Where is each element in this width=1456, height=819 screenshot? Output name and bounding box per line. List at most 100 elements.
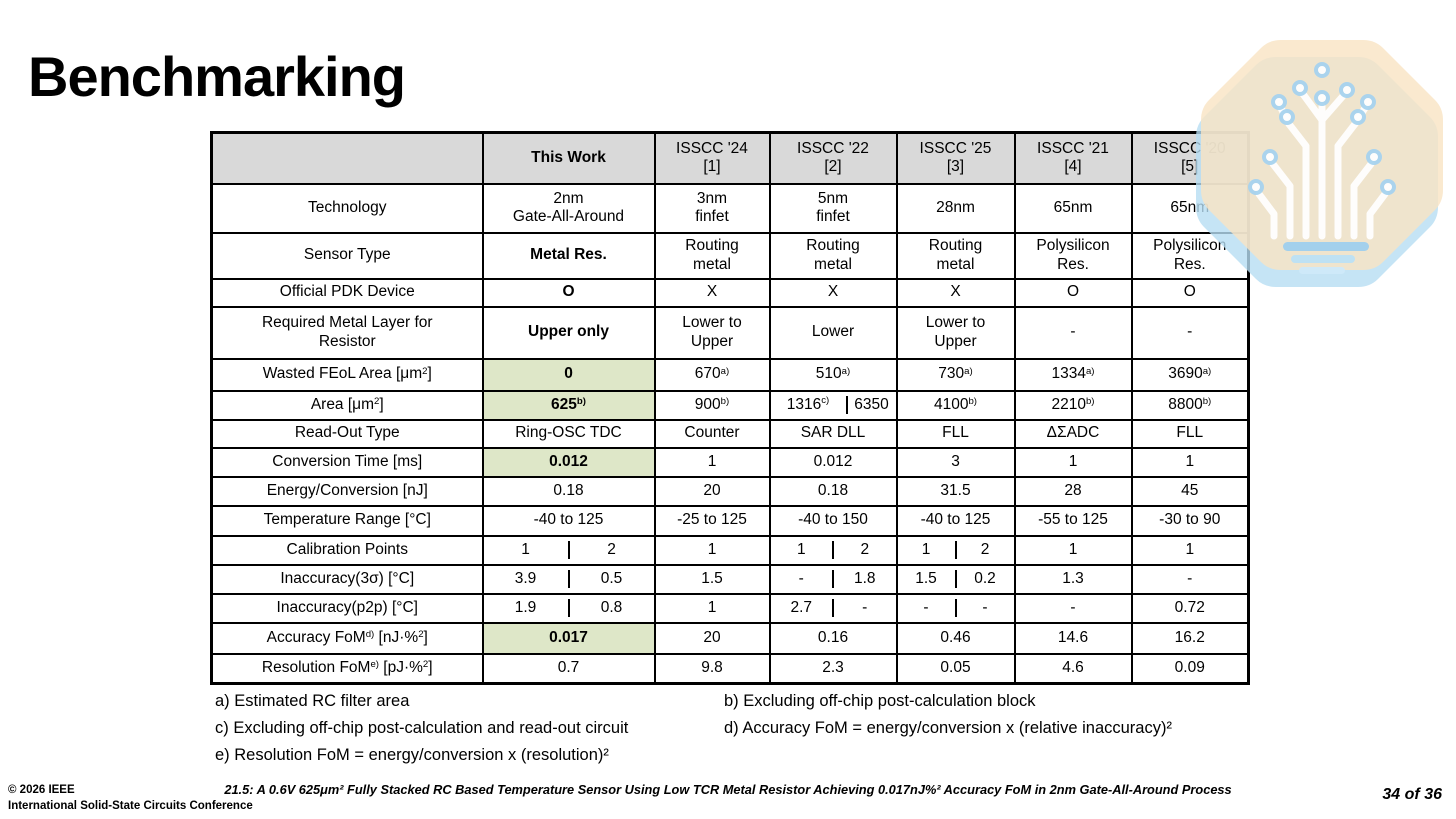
row-label: Inaccuracy(p2p) [°C]	[210, 592, 484, 624]
table-cell: -	[1130, 563, 1250, 595]
row-label: Area [μm2]	[210, 389, 484, 421]
superscript-note: a)	[841, 365, 851, 377]
table-cell: 2.3	[768, 652, 898, 685]
column-header: ISSCC '22 [2]	[768, 131, 898, 185]
superscript-note: a)	[964, 365, 973, 377]
table-cell: 14.6	[1013, 621, 1133, 655]
table-cell: 0.05	[895, 652, 1016, 685]
benchmark-table: This Work ISSCC '24 [1] ISSCC '22 [2] ISSCC '…	[210, 131, 1250, 685]
table-cell: 2nm Gate-All-Around	[481, 182, 656, 234]
table-cell: 0.017	[481, 621, 656, 655]
table-cell: Ring-OSC TDC	[481, 418, 656, 449]
superscript-note: c)	[821, 394, 830, 406]
table-cell: 1316 c) 6350	[768, 389, 898, 421]
table-subcell: 0.5	[567, 569, 653, 589]
table-subcell: 1316 c)	[786, 394, 830, 413]
table-subcell: 0.8	[567, 598, 653, 618]
row-label: Accuracy FoMd) [nJ·%2]	[210, 621, 484, 655]
column-header-ref: [3]	[946, 158, 965, 176]
footer-paper-title: 21.5: A 0.6V 625μm² Fully Stacked RC Bas…	[224, 782, 1232, 797]
table-cell: 45	[1130, 475, 1250, 507]
table-subcell: 1.9	[514, 598, 537, 616]
column-header-label: ISSCC '21	[1037, 139, 1109, 157]
table-cell: 1	[1130, 446, 1250, 478]
column-header-label: ISSCC '25	[919, 139, 992, 157]
table-cell: 28	[1013, 475, 1133, 507]
column-header-ref: [4]	[1064, 158, 1082, 176]
footnote-d: d) Accuracy FoM = energy/conversion x (r…	[724, 719, 1172, 737]
row-label: Resolution FoMe) [pJ·%2]	[210, 652, 484, 685]
table-subcell: 1	[521, 540, 530, 558]
table-subcell: 1.5	[915, 569, 937, 587]
corner-cell	[210, 131, 484, 185]
table-subcell: 2.7	[790, 598, 813, 616]
table-cell: 3.9 0.5	[481, 563, 656, 595]
circuit-tree-icon	[1255, 90, 1389, 240]
row-label: Required Metal Layer for Resistor	[210, 305, 484, 360]
table-cell: Metal Res.	[481, 231, 656, 280]
table-cell: -40 to 150	[768, 504, 898, 537]
column-header-ref: [5]	[1181, 158, 1199, 176]
row-label: Official PDK Device	[210, 277, 484, 308]
superscript-note: b)	[1202, 396, 1212, 408]
table-cell: 730a)	[895, 357, 1016, 392]
superscript-note: d)	[365, 629, 375, 641]
table-cell: Polysilicon Res.	[1130, 231, 1250, 280]
table-cell: 1	[1013, 534, 1133, 566]
table-cell: Routing metal	[895, 231, 1016, 280]
table-cell: 0.012	[481, 446, 656, 478]
table-cell: -25 to 125	[653, 504, 771, 537]
table-cell: 0.09	[1130, 652, 1250, 685]
conference-name: International Solid-State Circuits Confe…	[8, 799, 253, 812]
table-cell: 0.18	[768, 475, 898, 507]
table-subcell: -	[832, 598, 895, 618]
column-header-label: ISSCC '20	[1153, 139, 1226, 157]
table-cell: 0.16	[768, 621, 898, 655]
superscript-note: b)	[968, 396, 977, 408]
table-cell: 0.012	[768, 446, 898, 478]
table-cell: 20	[653, 621, 771, 655]
table-cell: 0.18	[481, 475, 656, 507]
table-cell: Upper only	[481, 305, 656, 360]
slide-title: Benchmarking	[28, 45, 406, 108]
table-cell: FLL	[1130, 418, 1250, 449]
table-cell: 1.9 0.8	[481, 592, 656, 624]
superscript-note: 2	[374, 396, 380, 408]
table-subcell: 1.8	[832, 569, 895, 589]
table-cell: X	[653, 277, 771, 308]
table-subcell: 2	[832, 540, 895, 560]
table-subcell: 2	[954, 540, 1013, 560]
superscript-note: 2	[422, 365, 428, 377]
superscript-note: b)	[576, 396, 586, 408]
row-label: Inaccuracy(3σ) [°C]	[210, 563, 484, 595]
row-label: Technology	[210, 182, 484, 234]
superscript-note: 2	[418, 629, 424, 641]
superscript-note: b)	[1085, 396, 1095, 408]
table-cell: 0.72	[1130, 592, 1250, 624]
table-cell: ΔΣADC	[1013, 418, 1133, 449]
table-subcell: 6350	[845, 395, 895, 415]
table-cell: 2210b)	[1013, 389, 1133, 421]
table-cell: -40 to 125	[895, 504, 1016, 537]
table-cell: 3	[895, 446, 1016, 478]
copyright-text: © 2026 IEEE	[8, 784, 75, 796]
column-header-ref: [2]	[824, 158, 842, 176]
table-cell: O	[1130, 277, 1250, 308]
table-cell: 1.5	[653, 563, 771, 595]
table-subcell: 3.9	[514, 569, 537, 587]
table-subcell: -	[923, 598, 929, 616]
table-subcell: 0.2	[954, 569, 1013, 589]
table-cell: 4100b)	[895, 389, 1016, 421]
table-cell: X	[895, 277, 1016, 308]
table-cell: 1.3	[1013, 563, 1133, 595]
superscript-note: a)	[1202, 365, 1212, 377]
table-cell: 31.5	[895, 475, 1016, 507]
table-cell: Routing metal	[653, 231, 771, 280]
table-cell: 20	[653, 475, 771, 507]
page-number: 34 of 36	[1382, 786, 1442, 803]
superscript-note: e)	[370, 659, 379, 671]
table-cell: 16.2	[1130, 621, 1250, 655]
table-cell: -	[1130, 305, 1250, 360]
